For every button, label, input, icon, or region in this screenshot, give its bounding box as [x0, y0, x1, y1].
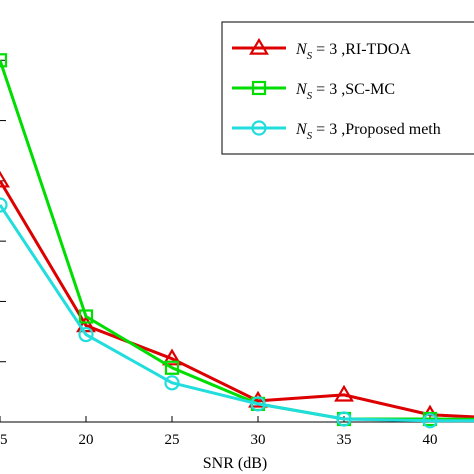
legend-entry: NS = 3 ,RI-TDOA — [295, 41, 411, 62]
legend-label: = 3 ,Proposed meth — [312, 121, 441, 138]
legend-subscript: S — [307, 90, 313, 102]
series-layer — [0, 53, 474, 429]
legend-entry: NS = 3 ,Proposed meth — [295, 121, 441, 142]
x-tick-label: 15 — [0, 432, 8, 448]
data-point — [336, 411, 352, 427]
x-tick-label: 25 — [165, 432, 180, 448]
data-point — [0, 53, 8, 68]
series-line — [0, 204, 474, 423]
data-point — [162, 348, 182, 366]
data-point — [0, 170, 10, 188]
data-point — [78, 309, 94, 324]
data-point — [422, 413, 438, 429]
data-point — [164, 375, 180, 391]
data-point — [76, 315, 96, 333]
legend-label: = 3 ,SC-MC — [312, 81, 395, 98]
x-tick-label: 35 — [337, 432, 352, 448]
series-circle — [0, 197, 474, 429]
data-point — [164, 360, 180, 375]
x-axis-label: SNR (dB) — [203, 455, 267, 472]
legend-marker — [251, 80, 267, 96]
legend-label: = 3 ,RI-TDOA — [312, 41, 411, 58]
legend-subscript: S — [307, 130, 313, 142]
data-point — [0, 197, 8, 213]
x-tick-label: 30 — [251, 432, 266, 448]
data-point — [334, 384, 354, 402]
legend-symbol: N — [295, 81, 308, 98]
data-point — [78, 326, 94, 343]
x-tick-label: 20 — [79, 432, 94, 448]
legend-entry: NS = 3 ,SC-MC — [295, 81, 395, 102]
legend-marker — [251, 120, 267, 136]
legend-symbol: N — [295, 41, 308, 58]
x-tick-label: 40 — [423, 432, 438, 448]
legend-marker — [249, 37, 269, 55]
data-point — [250, 396, 266, 412]
legend-symbol: N — [295, 121, 308, 138]
legend-subscript: S — [307, 50, 313, 62]
